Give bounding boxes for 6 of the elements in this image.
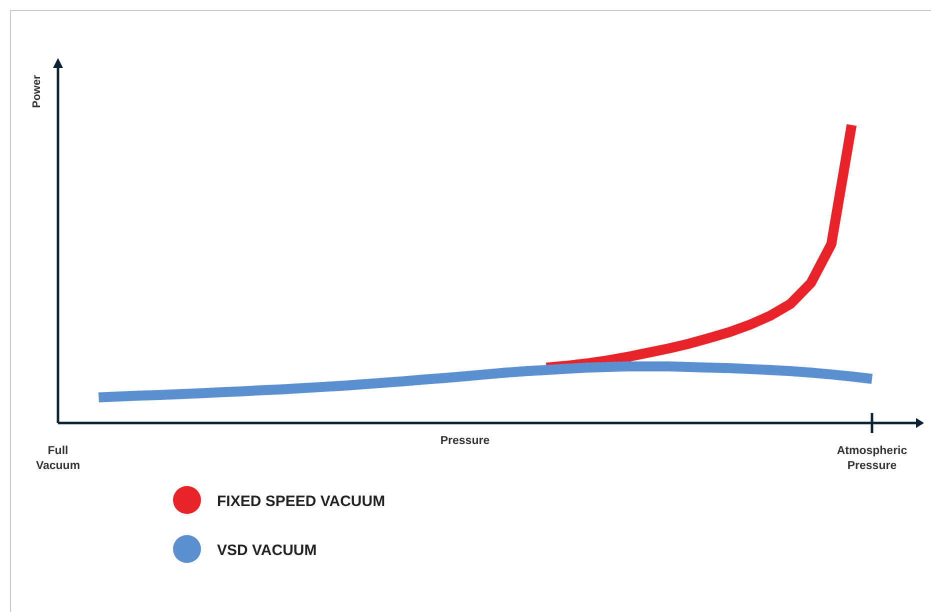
legend-label: FIXED SPEED VACUUM	[217, 493, 386, 510]
x-tick-label: Full Vacuum	[36, 445, 80, 472]
x-axis-title: Pressure	[440, 435, 490, 447]
legend-label: VSD VACUUM	[217, 542, 317, 559]
y-axis-title: Power	[31, 74, 43, 108]
x-tick-label: Atmospheric Pressure	[836, 445, 908, 472]
